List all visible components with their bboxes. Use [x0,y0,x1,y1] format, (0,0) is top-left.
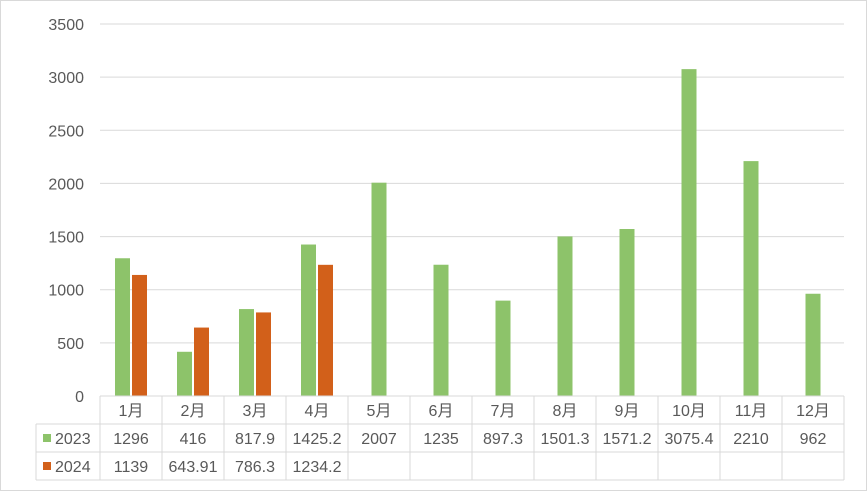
bar-2024 [318,264,333,396]
x-tick-label: 5月 [367,403,392,420]
legend-label: 2024 [55,459,91,476]
x-tick-label: 9月 [615,403,640,420]
x-tick-label: 7月 [491,403,516,420]
legend-swatch-2023 [43,434,51,442]
data-label: 1571.2 [603,431,652,448]
x-tick-label: 12月 [796,403,830,420]
data-label: 962 [800,431,827,448]
y-tick-label: 2000 [48,176,84,193]
bars [115,69,821,397]
bar-2024 [256,312,271,396]
bar-2024 [132,274,147,396]
x-tick-label: 8月 [553,403,578,420]
data-label: 786.3 [235,459,275,476]
bar-2024 [194,327,209,396]
data-label: 1296 [113,431,149,448]
bar-2023 [177,351,192,396]
y-tick-label: 1000 [48,283,84,300]
data-label: 2007 [361,431,397,448]
data-label: 3075.4 [665,431,714,448]
y-tick-label: 0 [75,389,84,406]
y-tick-label: 3000 [48,70,84,87]
data-label: 643.91 [169,459,218,476]
legend-label: 2023 [55,431,91,448]
data-label: 1139 [114,459,149,476]
data-label: 817.9 [235,431,275,448]
bar-2023 [371,182,387,396]
bar-2023 [557,236,573,396]
x-tick-label: 3月 [243,403,268,420]
bar-2023 [433,264,449,396]
x-tick-label: 1月 [119,403,144,420]
y-axis: 0 500 1000 1500 2000 2500 3000 3500 [48,17,84,406]
bar-2023 [681,69,697,397]
gridlines [100,23,844,344]
bar-2023 [805,293,821,396]
data-label: 897.3 [483,431,523,448]
bar-2023 [239,309,254,396]
x-tick-label: 6月 [429,403,454,420]
bar-2023 [115,258,130,396]
bar-2023 [301,244,316,396]
data-label: 416 [180,431,207,448]
x-tick-label: 2月 [181,403,206,420]
y-tick-label: 1500 [48,230,84,247]
data-label: 2210 [733,431,769,448]
x-tick-label: 10月 [672,403,706,420]
y-tick-label: 3500 [48,17,84,34]
x-tick-label: 11月 [735,403,768,420]
data-label: 1425.2 [293,431,342,448]
data-label: 1501.3 [541,431,590,448]
data-label: 1235 [423,431,459,448]
y-tick-label: 2500 [48,123,84,140]
bar-2023 [743,161,759,396]
bar-2023 [619,229,635,396]
data-label: 1234.2 [293,459,342,476]
legend-swatch-2024 [43,462,51,470]
x-tick-label: 4月 [305,403,330,420]
y-tick-label: 500 [57,336,84,353]
bar-2023 [495,300,511,396]
data-table: 1月 2月 3月 4月 5月 6月 7月 8月 9月 10月 11月 12月 2023 1296 416 81… [35,395,845,481]
